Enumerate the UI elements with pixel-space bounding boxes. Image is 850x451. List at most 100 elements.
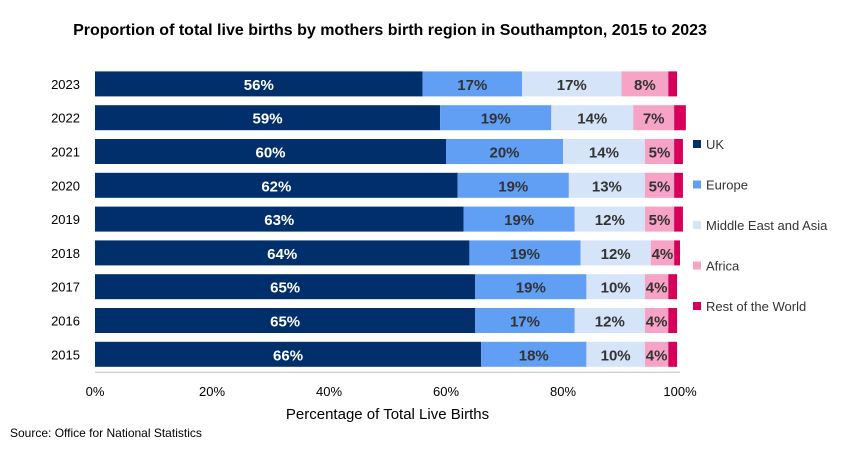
category-label: 2018: [51, 246, 80, 261]
legend-swatch: [693, 261, 701, 270]
x-tick-label: 40%: [316, 384, 342, 399]
bar-segment-rest-of-the-world: [668, 308, 678, 333]
data-label: 19%: [516, 280, 546, 297]
bar-segment-uk: [95, 308, 476, 333]
data-label: 18%: [519, 347, 549, 364]
legend-label: Europe: [706, 178, 748, 193]
bar-segment-rest-of-the-world: [674, 206, 683, 232]
data-label: 4%: [652, 246, 674, 263]
data-label: 65%: [270, 314, 300, 331]
data-label: 19%: [498, 178, 528, 195]
bar-segment-uk: [95, 105, 441, 131]
bar-segment-middle-east-and-asia: [574, 206, 645, 232]
bar-segment-africa: [633, 105, 675, 131]
data-label: 64%: [267, 246, 297, 263]
legend-swatch: [693, 302, 701, 310]
data-label: 5%: [649, 212, 671, 229]
data-label: 10%: [601, 347, 631, 364]
data-label: 12%: [595, 212, 625, 229]
category-label: 2023: [51, 77, 80, 92]
bar-segment-africa: [621, 71, 669, 97]
data-label: 63%: [264, 212, 294, 229]
data-label: 65%: [270, 280, 300, 297]
bar-segment-uk: [95, 240, 470, 266]
data-label: 12%: [595, 314, 625, 331]
bar-segment-uk: [95, 71, 423, 97]
bar-segment-rest-of-the-world: [674, 105, 686, 131]
data-label: 20%: [489, 145, 519, 162]
data-label: 13%: [592, 178, 622, 195]
legend-swatch: [693, 180, 701, 189]
bar-segment-rest-of-the-world: [668, 274, 678, 300]
data-label: 14%: [589, 145, 619, 162]
legend-swatch: [693, 140, 701, 148]
x-tick-label: 20%: [199, 384, 225, 399]
bar-segment-africa: [650, 240, 675, 266]
data-label: 66%: [273, 347, 303, 364]
x-tick-label: 60%: [433, 384, 459, 399]
bar-segment-europe: [469, 240, 581, 266]
bar-segment-rest-of-the-world: [674, 172, 683, 198]
data-label: 59%: [253, 111, 283, 128]
x-tick-label: 0%: [86, 384, 105, 399]
bar-segment-europe: [446, 139, 563, 164]
bar-segment-africa: [644, 206, 675, 232]
data-label: 12%: [601, 246, 631, 263]
bar-segment-europe: [475, 274, 587, 300]
bar-segment-africa: [644, 274, 669, 300]
bar-segment-uk: [95, 341, 482, 367]
bar-segment-africa: [644, 341, 669, 367]
chart-title: Proportion of total live births by mothe…: [73, 22, 707, 39]
legend-label: Rest of the World: [706, 299, 806, 314]
data-label: 4%: [646, 280, 668, 297]
category-label: 2015: [51, 347, 80, 362]
data-label: 8%: [634, 77, 656, 94]
bar-segment-africa: [644, 308, 669, 333]
legend-label: Africa: [706, 259, 740, 274]
bar-segment-uk: [95, 206, 464, 232]
data-label: 4%: [646, 314, 668, 331]
bar-segment-middle-east-and-asia: [580, 240, 651, 266]
legend-label: UK: [706, 137, 724, 152]
data-label: 56%: [244, 77, 274, 94]
data-label: 10%: [601, 280, 631, 297]
bar-segment-uk: [95, 172, 458, 198]
bar-segment-rest-of-the-world: [674, 240, 680, 266]
bar-segment-rest-of-the-world: [674, 139, 683, 164]
data-label: 14%: [577, 111, 607, 128]
data-label: 17%: [457, 77, 487, 94]
x-tick-label: 80%: [550, 384, 576, 399]
bar-segment-middle-east-and-asia: [551, 105, 634, 131]
bar-segment-middle-east-and-asia: [568, 172, 645, 198]
bar-segment-rest-of-the-world: [668, 71, 678, 97]
source-note: Source: Office for National Statistics: [10, 426, 202, 440]
bar-segment-rest-of-the-world: [668, 341, 678, 367]
data-label: 17%: [557, 77, 587, 94]
data-label: 5%: [649, 145, 671, 162]
data-label: 19%: [504, 212, 534, 229]
x-tick-label: 100%: [663, 384, 697, 399]
bar-segment-europe: [457, 172, 569, 198]
data-label: 60%: [255, 145, 285, 162]
data-label: 7%: [643, 111, 665, 128]
category-label: 2020: [51, 178, 80, 193]
data-label: 17%: [510, 314, 540, 331]
bar-segment-africa: [644, 172, 675, 198]
category-label: 2021: [51, 145, 80, 160]
category-label: 2022: [51, 111, 80, 126]
bar-segment-europe: [440, 105, 552, 131]
legend-label: Middle East and Asia: [706, 218, 828, 233]
bar-segment-europe: [475, 308, 575, 333]
bar-segment-europe: [463, 206, 575, 232]
x-axis-title: Percentage of Total Live Births: [286, 406, 489, 423]
data-label: 19%: [510, 246, 540, 263]
bar-segment-middle-east-and-asia: [563, 139, 645, 164]
data-label: 19%: [481, 111, 511, 128]
bar-segment-middle-east-and-asia: [586, 341, 645, 367]
bar-segment-africa: [644, 139, 675, 164]
data-label: 4%: [646, 347, 668, 364]
category-label: 2019: [51, 212, 80, 227]
category-label: 2017: [51, 280, 80, 295]
bar-segment-europe: [481, 341, 587, 367]
